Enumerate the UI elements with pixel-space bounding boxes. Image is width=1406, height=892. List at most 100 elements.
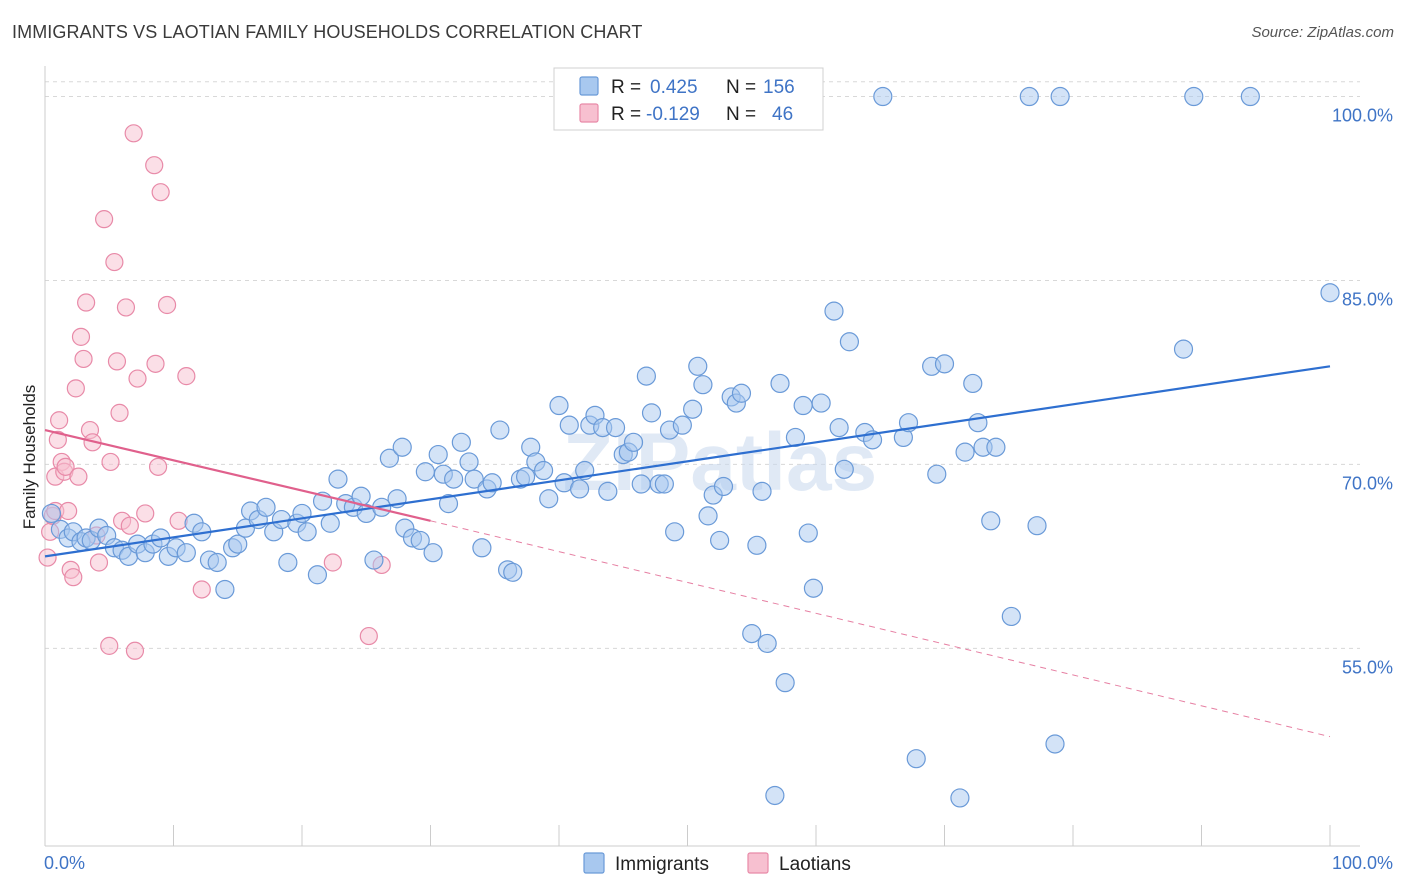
immigrants-point: [713, 476, 734, 497]
laotians-point: [56, 457, 75, 476]
laotians-point: [110, 403, 129, 422]
immigrants-point: [176, 543, 196, 563]
immigrants-point: [569, 479, 590, 499]
legend-n-value-laotians: 46: [772, 104, 793, 125]
laotians-point: [71, 327, 91, 346]
immigrants-point: [665, 522, 685, 542]
immigrants-point: [392, 437, 412, 457]
immigrants-point: [320, 513, 340, 533]
x-tick-label-max: 100.0%: [1332, 853, 1393, 873]
laotians-point: [64, 568, 83, 587]
laotians-point: [146, 354, 165, 373]
immigrants-point: [747, 535, 767, 555]
immigrants-point: [1173, 339, 1194, 359]
laotians-point: [101, 452, 120, 472]
bottom-legend-label-laotians: Laotians: [779, 854, 851, 875]
immigrants-point: [752, 481, 772, 501]
laotians-point: [169, 511, 188, 530]
immigrants-point: [631, 474, 651, 494]
legend-r-value-laotians: -0.129: [646, 104, 700, 125]
immigrants-point: [672, 415, 692, 435]
legend-n-label-immigrants: N =: [726, 77, 756, 98]
immigrants-point: [415, 462, 435, 482]
immigrants-point: [451, 432, 471, 452]
laotians-point: [89, 553, 109, 572]
immigrants-point: [963, 373, 983, 394]
immigrants-point: [459, 452, 479, 472]
immigrants-point: [927, 464, 947, 484]
immigrants-point: [1320, 283, 1340, 303]
immigrants-point: [482, 473, 502, 493]
immigrants-point: [934, 354, 955, 374]
immigrants-point: [215, 579, 235, 600]
laotians-point: [124, 124, 143, 143]
immigrants-point: [765, 785, 785, 806]
bottom-legend-label-immigrants: Immigrants: [615, 854, 709, 875]
immigrants-point: [829, 418, 849, 438]
laotians-point: [136, 504, 155, 523]
immigrants-point: [328, 469, 348, 489]
laotians-point: [125, 641, 145, 660]
chart-title: IMMIGRANTS VS LAOTIAN FAMILY HOUSEHOLDS …: [12, 22, 643, 42]
immigrants-point: [428, 444, 448, 465]
legend-r-label-immigrants: R =: [611, 77, 641, 98]
immigrants-point: [278, 552, 298, 573]
laotians-point: [77, 293, 96, 312]
immigrants-point: [379, 448, 399, 468]
trend-lines: [44, 365, 1331, 738]
immigrants-point: [533, 460, 554, 481]
immigrants-point: [364, 550, 384, 570]
immigrants-point: [307, 565, 328, 585]
legend-n-label-laotians: N =: [726, 104, 756, 125]
immigrants-point: [438, 494, 459, 514]
laotians-point: [145, 156, 164, 175]
laotians-point: [74, 349, 93, 369]
laotians-points: [38, 124, 391, 660]
immigrants-point: [444, 469, 464, 489]
immigrants-point: [793, 395, 813, 416]
legend-r-label-laotians: R =: [611, 104, 641, 125]
y-tick-label: 55.0%: [1342, 657, 1393, 677]
immigrants-point: [1050, 86, 1070, 107]
series-legend: Immigrants Laotians: [583, 852, 851, 875]
immigrants-point: [605, 418, 626, 438]
immigrants-point: [742, 624, 762, 644]
laotians-point: [95, 210, 114, 229]
immigrants-point: [1027, 516, 1047, 536]
laotians-point: [69, 467, 88, 486]
immigrants-point: [986, 437, 1006, 457]
immigrants-point: [623, 432, 644, 452]
laotians-point: [116, 298, 136, 317]
laotians-point: [50, 411, 69, 430]
bottom-legend-swatch-immigrants: [583, 852, 605, 874]
immigrants-point: [256, 497, 276, 517]
immigrants-point: [775, 673, 795, 693]
immigrants-point: [683, 399, 703, 419]
immigrants-point: [423, 543, 443, 563]
laotians-point: [100, 636, 119, 655]
immigrants-point: [693, 375, 713, 395]
immigrants-point: [950, 788, 970, 808]
immigrants-point: [710, 530, 730, 551]
legend-swatch-immigrants: [579, 76, 599, 96]
immigrants-point: [824, 301, 844, 321]
immigrants-point: [698, 506, 718, 526]
laotians-point: [177, 367, 196, 386]
immigrants-point: [1045, 734, 1065, 754]
bottom-legend-swatch-laotians: [747, 852, 769, 874]
y-tick-label: 85.0%: [1342, 289, 1393, 309]
laotians-point: [151, 183, 170, 202]
legend-n-value-immigrants: 156: [763, 77, 795, 98]
laotians-point: [38, 548, 57, 567]
immigrants-point: [731, 383, 752, 403]
immigrants-trend-line: [44, 365, 1331, 558]
axes: [44, 66, 1360, 847]
laotians-point: [66, 379, 85, 398]
laotians-trend-line: [44, 428, 431, 522]
laotians-point: [157, 295, 177, 315]
immigrants-point: [41, 503, 62, 524]
immigrants-point: [1184, 86, 1204, 107]
y-tick-label: 70.0%: [1342, 473, 1393, 493]
immigrants-point: [503, 562, 523, 582]
immigrants-point: [770, 373, 790, 394]
